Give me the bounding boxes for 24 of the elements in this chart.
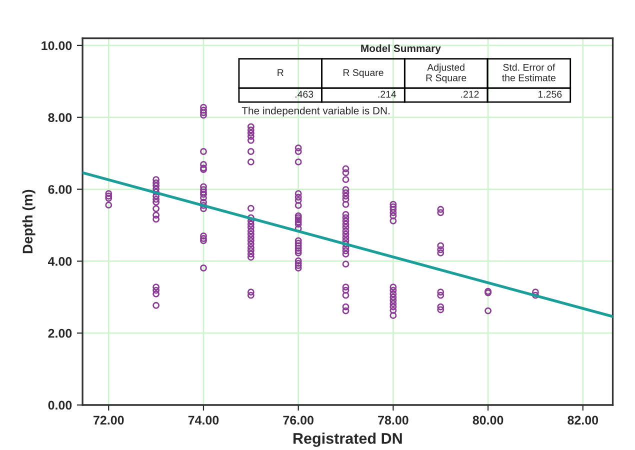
annotation: Std. Error of the Estimate — [502, 64, 556, 82]
annotation: 1.256 — [538, 90, 562, 98]
annotation: Model Summary — [361, 44, 441, 54]
x-tick-label: 76.00 — [283, 416, 314, 425]
y-tick-label: 8.00 — [48, 113, 72, 122]
annotation: .463 — [295, 90, 314, 98]
annotation: .214 — [378, 90, 396, 98]
x-tick-label: 82.00 — [568, 416, 598, 425]
y-tick-label: 10.00 — [42, 41, 72, 50]
y-axis-title: Depth (m) — [22, 190, 36, 254]
annotation: R — [278, 69, 284, 76]
annotation: .212 — [461, 90, 479, 98]
y-tick-label: 6.00 — [48, 185, 72, 194]
annotation: R Square — [344, 69, 384, 78]
y-tick-label: 0.00 — [48, 400, 72, 410]
y-tick-label: 4.00 — [48, 256, 72, 266]
x-tick-label: 74.00 — [188, 416, 219, 425]
x-tick-label: 78.00 — [378, 416, 408, 425]
annotation: The independent variable is DN. — [242, 106, 390, 116]
y-tick-label: 2.00 — [48, 328, 72, 338]
x-axis-title: Registrated DN — [294, 432, 402, 447]
x-tick-label: 72.00 — [94, 416, 124, 425]
annotation: Adjusted R Square — [426, 64, 466, 84]
x-tick-label: 80.00 — [472, 416, 504, 425]
